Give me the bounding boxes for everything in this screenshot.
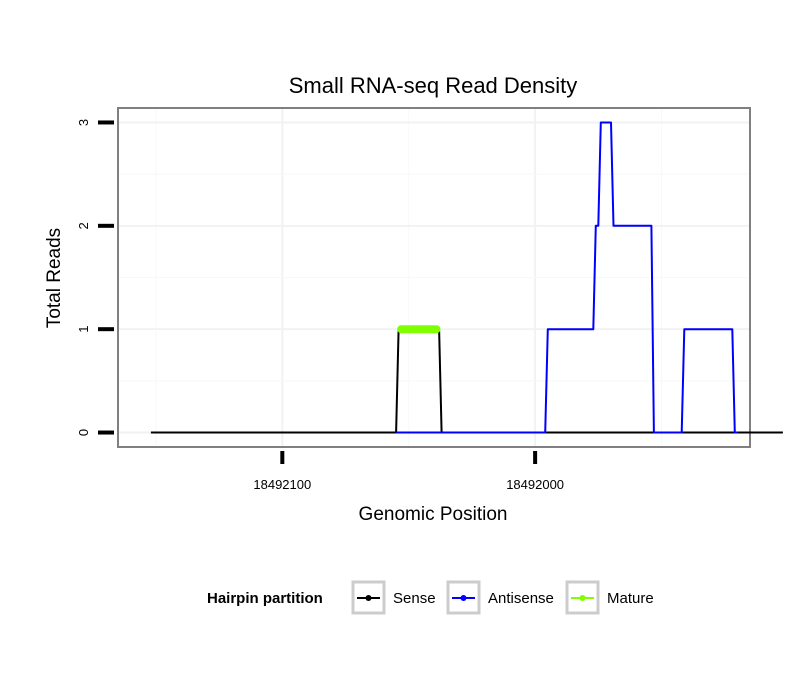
- x-axis-title: Genomic Position: [359, 504, 508, 525]
- series-line-antisense: [396, 121, 738, 434]
- legend-point-mature: [579, 595, 586, 601]
- legend-point-sense: [365, 595, 372, 601]
- y-axis: 0 1 2 3: [76, 119, 114, 436]
- x-axis: 18492100 18492000: [253, 451, 564, 492]
- y-axis-title: Total Reads: [44, 228, 65, 328]
- chart-title: Small RNA-seq Read Density: [289, 73, 578, 98]
- y-tick-label-0: 0: [76, 429, 91, 436]
- x-tick-label-1: 18492000: [506, 477, 564, 492]
- x-tick-label-0: 18492100: [253, 477, 311, 492]
- legend-item-antisense: Antisense: [446, 580, 554, 615]
- legend: Hairpin partition Sense Antisense Mature: [207, 580, 654, 615]
- legend-title: Hairpin partition: [207, 590, 323, 607]
- legend-label-mature: Mature: [607, 590, 654, 607]
- legend-item-mature: Mature: [565, 580, 654, 615]
- legend-label-antisense: Antisense: [488, 590, 554, 607]
- legend-point-antisense: [460, 595, 467, 601]
- y-tick-label-2: 2: [76, 222, 91, 229]
- legend-label-sense: Sense: [393, 590, 436, 607]
- y-tick-label-1: 1: [76, 326, 91, 333]
- plot-panel-border: [117, 107, 751, 448]
- legend-item-sense: Sense: [351, 580, 436, 615]
- y-tick-label-3: 3: [76, 119, 91, 126]
- series-layer: [150, 121, 783, 434]
- grid: [118, 108, 750, 447]
